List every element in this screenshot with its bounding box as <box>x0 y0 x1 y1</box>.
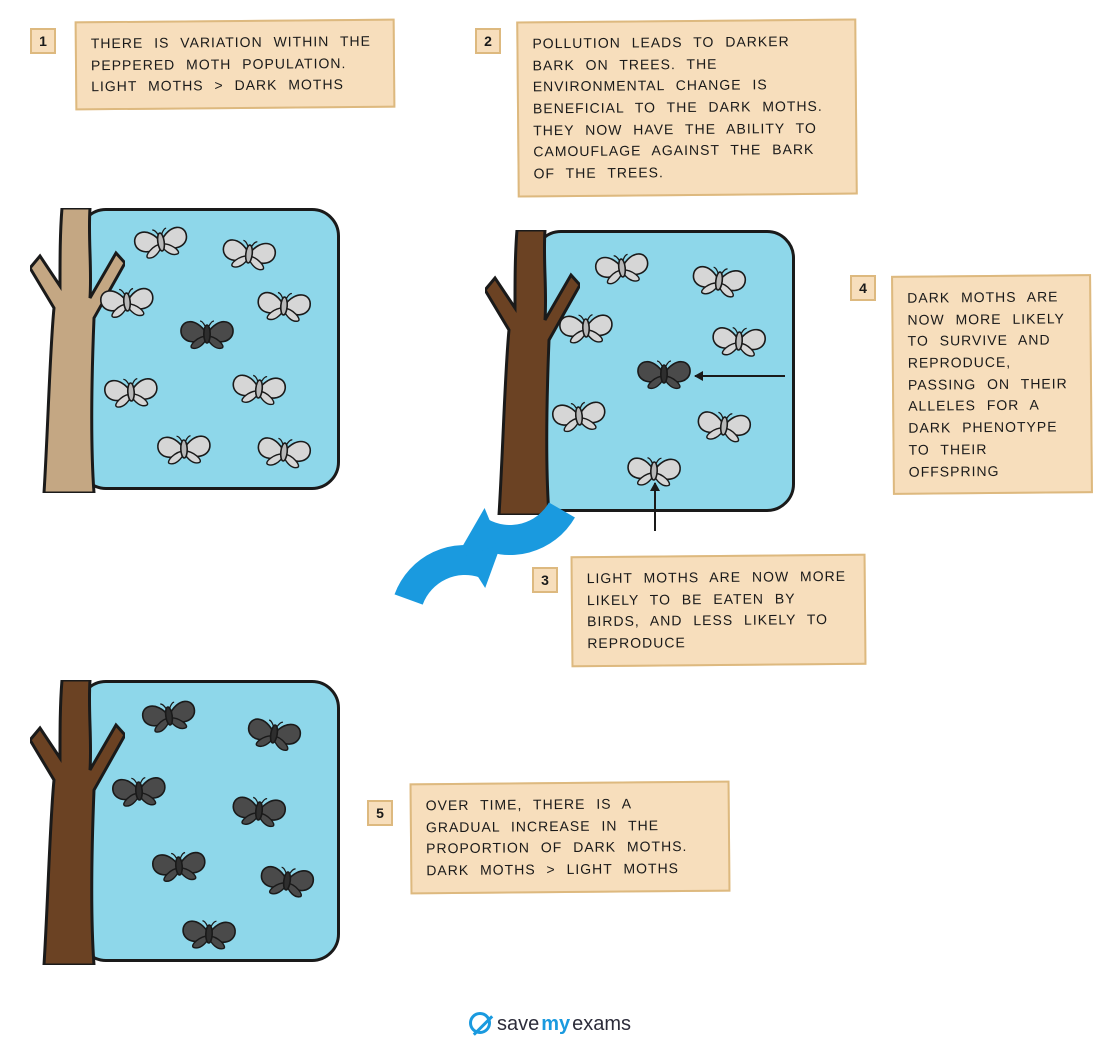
light-moth <box>688 262 749 301</box>
logo-text-2: exams <box>572 1013 631 1035</box>
light-moth <box>556 311 615 345</box>
callout-arrow <box>654 483 656 531</box>
light-moth <box>229 371 290 408</box>
step-number-4: 4 <box>850 275 876 301</box>
light-moth <box>591 249 652 287</box>
light-moth <box>693 407 754 445</box>
dark-moth <box>178 318 236 350</box>
dark-moth <box>256 862 317 901</box>
step-text-2: Pollution leads to darker bark on trees.… <box>516 19 858 198</box>
scene-1 <box>30 208 350 493</box>
step-number-2: 2 <box>475 28 501 54</box>
light-moth <box>254 288 314 324</box>
logo-text-accent: my <box>541 1013 570 1035</box>
step-number-5: 5 <box>367 800 393 826</box>
light-moth <box>97 284 157 320</box>
step-number-3: 3 <box>532 567 558 593</box>
logo-icon <box>469 1012 491 1034</box>
callout-arrow <box>695 375 785 377</box>
step-text-4: Dark moths are now more likely to surviv… <box>891 274 1093 495</box>
step-text-1: There is variation within the peppered m… <box>75 19 396 111</box>
light-moth <box>253 433 314 471</box>
dark-moth <box>229 793 290 830</box>
step-number-1: 1 <box>30 28 56 54</box>
scene-3 <box>30 680 350 965</box>
cycle-arrow <box>370 525 560 715</box>
brand-logo: savemyexams <box>0 1008 1100 1036</box>
dark-moth <box>635 358 693 390</box>
light-moth <box>709 324 769 359</box>
dark-moth <box>149 848 209 884</box>
light-moth <box>218 235 279 273</box>
step-text-3: Light moths are now more likely to be ea… <box>571 554 867 667</box>
light-moth <box>154 432 213 466</box>
dark-moth <box>179 917 238 951</box>
dark-moth <box>109 774 169 809</box>
step-text-5: Over time, there is a gradual increase i… <box>410 781 731 895</box>
logo-text: save <box>497 1013 539 1035</box>
light-moth <box>101 375 161 410</box>
